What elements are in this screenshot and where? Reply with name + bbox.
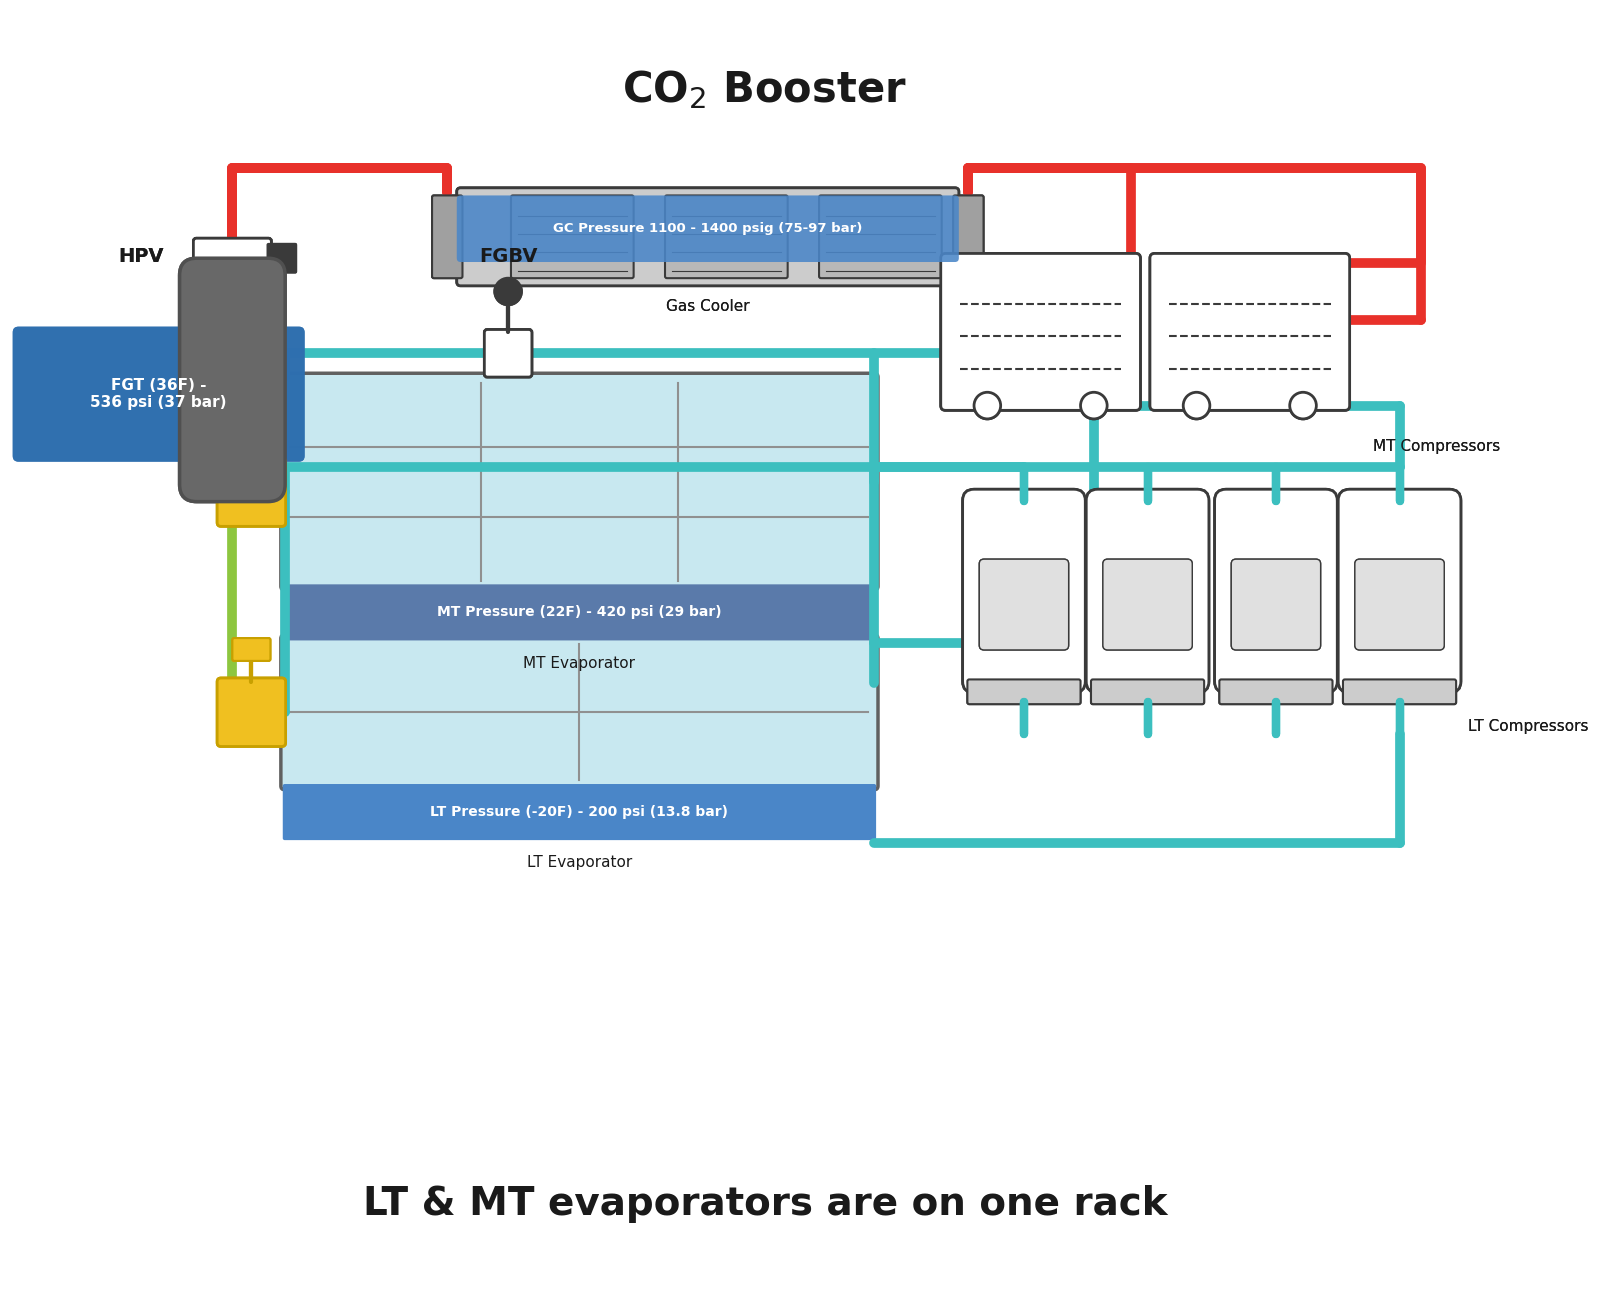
FancyBboxPatch shape	[232, 639, 270, 661]
FancyBboxPatch shape	[456, 196, 958, 262]
FancyBboxPatch shape	[968, 679, 1080, 704]
FancyBboxPatch shape	[510, 196, 634, 278]
FancyBboxPatch shape	[1102, 559, 1192, 650]
FancyBboxPatch shape	[218, 458, 286, 527]
FancyBboxPatch shape	[283, 784, 877, 840]
FancyBboxPatch shape	[267, 244, 296, 273]
FancyBboxPatch shape	[1355, 559, 1445, 650]
FancyBboxPatch shape	[282, 374, 878, 591]
FancyBboxPatch shape	[1355, 559, 1445, 650]
Circle shape	[1080, 392, 1107, 419]
FancyBboxPatch shape	[456, 196, 958, 262]
FancyBboxPatch shape	[1219, 679, 1333, 704]
Circle shape	[1184, 392, 1210, 419]
Text: HPV: HPV	[118, 247, 163, 266]
Text: FGT (36F) -
536 psi (37 bar): FGT (36F) - 536 psi (37 bar)	[91, 378, 227, 410]
Text: FGT (36F) -
536 psi (37 bar): FGT (36F) - 536 psi (37 bar)	[91, 378, 227, 410]
FancyBboxPatch shape	[456, 188, 958, 286]
FancyBboxPatch shape	[1150, 253, 1350, 410]
FancyBboxPatch shape	[13, 327, 304, 462]
FancyBboxPatch shape	[1338, 489, 1461, 693]
Text: MT Evaporator: MT Evaporator	[523, 655, 635, 671]
FancyBboxPatch shape	[954, 196, 984, 278]
Circle shape	[1184, 392, 1210, 419]
FancyBboxPatch shape	[194, 239, 272, 278]
Text: HPV: HPV	[118, 247, 163, 266]
FancyBboxPatch shape	[963, 489, 1085, 693]
FancyBboxPatch shape	[282, 635, 878, 789]
Text: Gas Cooler: Gas Cooler	[666, 299, 750, 314]
FancyBboxPatch shape	[1086, 489, 1210, 693]
FancyBboxPatch shape	[232, 418, 270, 441]
FancyBboxPatch shape	[485, 330, 531, 376]
FancyBboxPatch shape	[1091, 679, 1205, 704]
Circle shape	[1290, 392, 1317, 419]
Text: MT Compressors: MT Compressors	[1373, 439, 1501, 454]
FancyBboxPatch shape	[979, 559, 1069, 650]
FancyBboxPatch shape	[179, 258, 285, 501]
Text: LT Evaporator: LT Evaporator	[526, 855, 632, 871]
FancyBboxPatch shape	[1232, 559, 1320, 650]
FancyBboxPatch shape	[1232, 559, 1320, 650]
FancyBboxPatch shape	[1214, 489, 1338, 693]
FancyBboxPatch shape	[1342, 679, 1456, 704]
FancyBboxPatch shape	[819, 196, 942, 278]
FancyBboxPatch shape	[1086, 489, 1210, 693]
FancyBboxPatch shape	[954, 196, 984, 278]
Text: FGBV: FGBV	[478, 247, 538, 266]
FancyBboxPatch shape	[283, 584, 877, 640]
FancyBboxPatch shape	[179, 258, 285, 501]
FancyBboxPatch shape	[432, 196, 462, 278]
Circle shape	[974, 392, 1000, 419]
Text: Gas Cooler: Gas Cooler	[666, 299, 750, 314]
FancyBboxPatch shape	[941, 253, 1141, 410]
FancyBboxPatch shape	[963, 489, 1085, 693]
FancyBboxPatch shape	[1091, 679, 1205, 704]
FancyBboxPatch shape	[232, 639, 270, 661]
FancyBboxPatch shape	[1102, 559, 1192, 650]
Text: GC Pressure 1100 - 1400 psig (75-97 bar): GC Pressure 1100 - 1400 psig (75-97 bar)	[554, 222, 862, 235]
FancyBboxPatch shape	[819, 196, 942, 278]
FancyBboxPatch shape	[1150, 253, 1350, 410]
Text: LT Compressors: LT Compressors	[1469, 719, 1589, 735]
Text: LT Pressure (-20F) - 200 psi (13.8 bar): LT Pressure (-20F) - 200 psi (13.8 bar)	[430, 805, 728, 819]
FancyBboxPatch shape	[218, 458, 286, 527]
Circle shape	[1290, 392, 1317, 419]
FancyBboxPatch shape	[456, 188, 958, 286]
Text: CO$_2$ Booster: CO$_2$ Booster	[622, 67, 907, 110]
FancyBboxPatch shape	[968, 679, 1080, 704]
FancyBboxPatch shape	[194, 239, 272, 278]
FancyBboxPatch shape	[979, 559, 1069, 650]
FancyBboxPatch shape	[432, 196, 462, 278]
FancyBboxPatch shape	[232, 418, 270, 441]
FancyBboxPatch shape	[13, 327, 304, 462]
Text: MT Pressure (22F) - 420 psi (29 bar): MT Pressure (22F) - 420 psi (29 bar)	[437, 605, 722, 619]
Text: FGBV: FGBV	[478, 247, 538, 266]
FancyBboxPatch shape	[1214, 489, 1338, 693]
Text: MT Compressors: MT Compressors	[1373, 439, 1501, 454]
FancyBboxPatch shape	[510, 196, 634, 278]
FancyBboxPatch shape	[941, 253, 1141, 410]
FancyBboxPatch shape	[218, 678, 286, 746]
FancyBboxPatch shape	[1338, 489, 1461, 693]
Circle shape	[494, 278, 522, 305]
FancyBboxPatch shape	[218, 678, 286, 746]
FancyBboxPatch shape	[267, 244, 296, 273]
Circle shape	[494, 278, 522, 305]
Circle shape	[974, 392, 1000, 419]
Text: LT & MT evaporators are on one rack: LT & MT evaporators are on one rack	[363, 1185, 1166, 1223]
Text: LT Compressors: LT Compressors	[1469, 719, 1589, 735]
Text: GC Pressure 1100 - 1400 psig (75-97 bar): GC Pressure 1100 - 1400 psig (75-97 bar)	[554, 222, 862, 235]
Circle shape	[1080, 392, 1107, 419]
FancyBboxPatch shape	[1342, 679, 1456, 704]
FancyBboxPatch shape	[666, 196, 787, 278]
FancyBboxPatch shape	[485, 330, 531, 376]
FancyBboxPatch shape	[666, 196, 787, 278]
FancyBboxPatch shape	[1219, 679, 1333, 704]
